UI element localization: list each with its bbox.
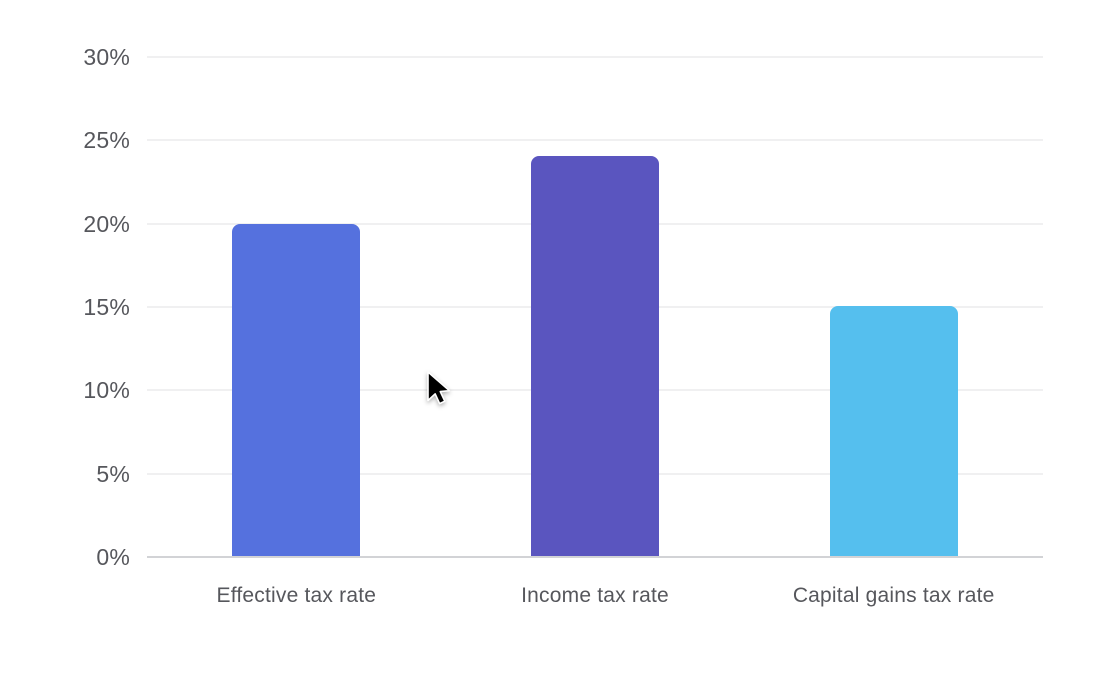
x-category-label-income-tax-rate: Income tax rate bbox=[521, 584, 669, 607]
y-axis: 0% 5% 10% 15% 20% 25% 30% bbox=[0, 44, 130, 570]
plot-area bbox=[147, 56, 1043, 558]
y-tick-label-10: 10% bbox=[83, 377, 130, 404]
y-tick-label-25: 25% bbox=[83, 127, 130, 154]
x-axis-baseline bbox=[147, 556, 1043, 558]
bar-capital-gains-tax-rate[interactable] bbox=[829, 306, 958, 556]
bar-effective-tax-rate[interactable] bbox=[232, 224, 361, 556]
y-tick-label-0: 0% bbox=[96, 544, 130, 570]
gridline-30 bbox=[147, 56, 1043, 58]
bar-income-tax-rate[interactable] bbox=[531, 156, 659, 556]
x-category-label-capital-gains-tax-rate: Capital gains tax rate bbox=[792, 584, 995, 607]
y-tick-label-30: 30% bbox=[83, 44, 130, 70]
y-tick-label-5: 5% bbox=[96, 460, 130, 487]
x-category-label-effective-tax-rate: Effective tax rate bbox=[216, 584, 377, 607]
y-tick-label-15: 15% bbox=[83, 294, 130, 320]
x-axis: Effective tax rate Income tax rate Capital… bbox=[147, 584, 1043, 616]
y-tick-label-20: 20% bbox=[83, 210, 130, 237]
gridline-25 bbox=[147, 139, 1043, 142]
